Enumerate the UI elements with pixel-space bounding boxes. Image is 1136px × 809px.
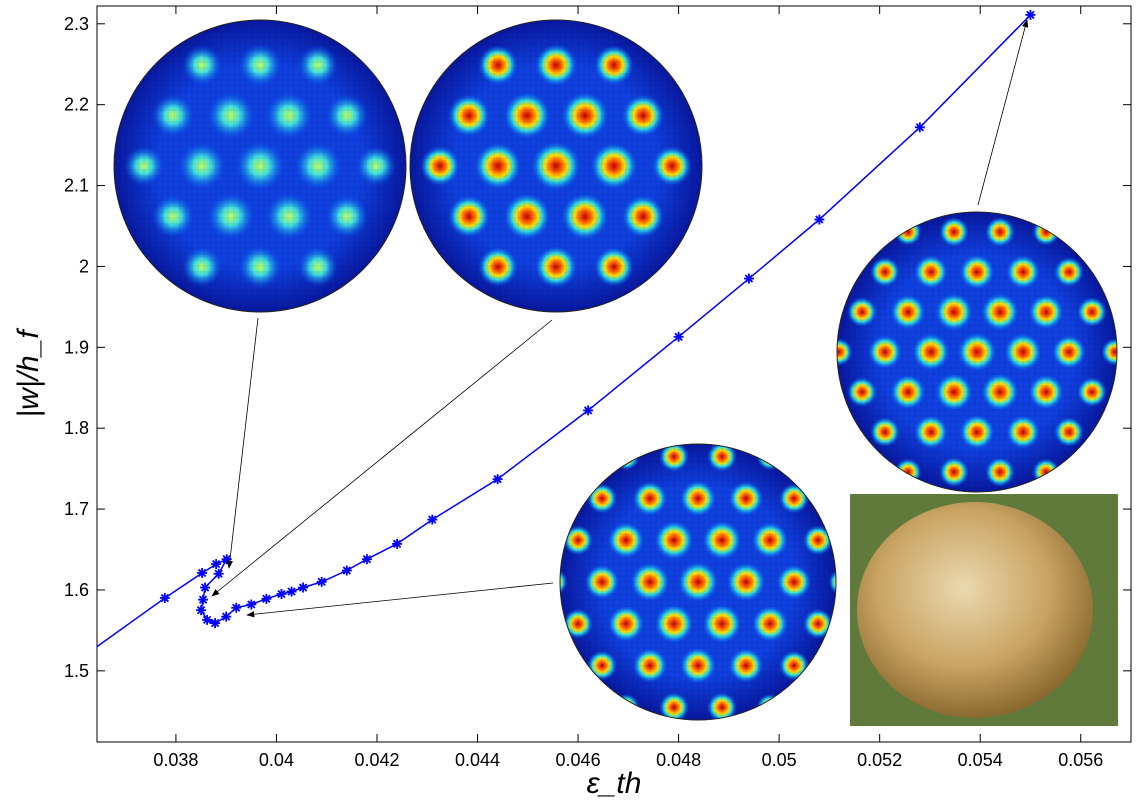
data-point [210,618,221,629]
arrow [977,19,1029,206]
data-point [196,605,207,616]
data-point [261,593,272,604]
y-tick-label: 1.8 [64,418,89,438]
data-point [583,405,594,416]
inset-sphere-3 [836,211,1118,493]
data-point [814,214,825,225]
y-tick-label: 1.9 [64,337,89,357]
y-tick-label: 1.7 [64,499,89,519]
data-point [316,576,327,587]
x-tick-label: 0.038 [153,750,198,770]
data-point [427,514,438,525]
x-tick-label: 0.054 [958,750,1003,770]
data-point [286,586,297,597]
data-point [743,273,754,284]
x-tick-label: 0.052 [857,750,902,770]
inset-sphere-2 [409,19,703,313]
inset-photo-stone [850,494,1118,726]
x-tick-label: 0.044 [455,750,500,770]
x-tick-label: 0.048 [656,750,701,770]
plot-area [96,5,1132,743]
x-tick-label: 0.04 [259,750,294,770]
data-point [276,588,287,599]
x-tick-label: 0.042 [354,750,399,770]
data-point [197,567,208,578]
data-point [673,331,684,342]
y-tick-label: 2.3 [64,14,89,34]
data-point [392,538,403,549]
data-point [298,582,309,593]
annotation-arrows [211,19,1029,618]
data-point [221,611,232,622]
x-tick-label: 0.056 [1058,750,1103,770]
arrow [246,582,554,618]
y-axis-label: |w|/h_f [12,328,45,418]
y-tick-label: 2.2 [64,95,89,115]
data-point [231,602,242,613]
data-point [200,582,211,593]
data-point [361,554,372,565]
data-point [159,593,170,604]
data-point [492,474,503,485]
arrow [226,317,259,569]
x-tick-label: 0.046 [556,750,601,770]
data-point [213,568,224,579]
inset-sphere-4 [559,443,837,721]
data-point [914,122,925,133]
y-tick-label: 1.5 [64,661,89,681]
y-tick-label: 2.1 [64,176,89,196]
data-point [202,614,213,625]
data-point [198,594,209,605]
x-tick-label: 0.05 [762,750,797,770]
y-tick-label: 2 [79,256,89,276]
y-tick-label: 1.6 [64,580,89,600]
arrow [211,319,553,597]
data-point [341,565,352,576]
x-axis-label: ε_th [587,767,642,800]
data-point [246,599,257,610]
inset-sphere-1 [113,19,407,313]
data-point [211,559,222,570]
data-point [1025,9,1036,20]
